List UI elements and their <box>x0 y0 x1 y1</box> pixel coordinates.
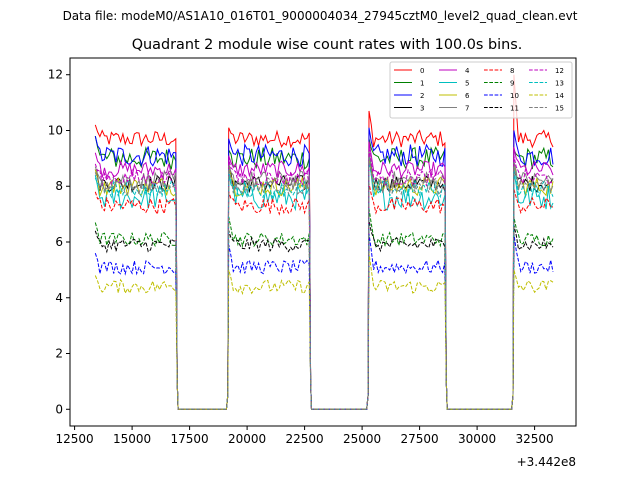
y-tick-label: 4 <box>55 291 63 305</box>
y-tick-label: 2 <box>55 347 63 361</box>
plot-area <box>70 58 576 426</box>
x-tick-label: 15000 <box>113 432 151 446</box>
x-tick-label: 27500 <box>401 432 439 446</box>
x-tick-label: 25000 <box>343 432 381 446</box>
series-line-14 <box>94 253 554 410</box>
series-line-0 <box>94 74 554 410</box>
chart-title: Quadrant 2 module wise count rates with … <box>132 37 523 53</box>
legend-label-11: 11 <box>510 105 519 113</box>
legend-label-8: 8 <box>510 67 514 75</box>
series-line-9 <box>94 208 554 410</box>
figure-suptitle: Data file: modeM0/AS1A10_016T01_90000040… <box>63 9 578 23</box>
x-tick-label: 17500 <box>171 432 209 446</box>
series-line-2 <box>94 127 554 410</box>
y-tick-label: 12 <box>48 68 63 82</box>
legend-label-3: 3 <box>420 105 424 113</box>
legend-frame <box>389 61 573 119</box>
y-tick-label: 6 <box>55 235 63 249</box>
x-tick-label: 30000 <box>458 432 496 446</box>
legend-label-7: 7 <box>465 105 469 113</box>
legend-label-13: 13 <box>555 80 564 88</box>
x-tick-label: 22500 <box>286 432 324 446</box>
legend-label-9: 9 <box>510 80 514 88</box>
series-line-13 <box>94 161 554 410</box>
legend-label-1: 1 <box>420 80 424 88</box>
x-tick-label: 32500 <box>516 432 554 446</box>
y-tick-label: 10 <box>48 123 63 137</box>
legend-label-12: 12 <box>555 67 564 75</box>
legend-label-2: 2 <box>420 92 424 100</box>
x-tick-label: 20000 <box>228 432 266 446</box>
legend-label-6: 6 <box>465 92 470 100</box>
series-line-12 <box>94 147 554 410</box>
y-tick-label: 8 <box>55 179 63 193</box>
legend-label-5: 5 <box>465 80 469 88</box>
legend-label-14: 14 <box>555 92 564 100</box>
y-tick-label: 0 <box>55 402 63 416</box>
legend-label-10: 10 <box>510 92 519 100</box>
series-line-15 <box>94 158 554 410</box>
series-line-11 <box>94 219 554 410</box>
y-axis: 0 2 4 6 8 10 12 <box>48 68 70 416</box>
legend-label-15: 15 <box>555 105 564 113</box>
x-tick-label: 12500 <box>56 432 94 446</box>
legend-label-0: 0 <box>420 67 424 75</box>
series-line-10 <box>94 233 554 410</box>
legend-label-4: 4 <box>465 67 470 75</box>
x-axis-offset-label: +3.442e8 <box>517 455 576 469</box>
series-line-8 <box>94 183 554 410</box>
series-layer <box>94 74 554 410</box>
x-axis: 12500 15000 17500 20000 22500 25000 27500 30000… <box>56 426 554 446</box>
